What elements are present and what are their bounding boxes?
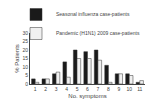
svg-text:30: 30 — [22, 30, 28, 36]
svg-text:15: 15 — [22, 55, 28, 61]
svg-text:10: 10 — [127, 86, 133, 92]
svg-text:4: 4 — [65, 86, 68, 92]
svg-text:6: 6 — [86, 86, 89, 92]
svg-text:1: 1 — [34, 86, 37, 92]
svg-text:5: 5 — [25, 72, 28, 78]
svg-text:3: 3 — [55, 86, 58, 92]
svg-text:% Patients: % Patients — [14, 44, 20, 73]
svg-text:No. symptoms: No. symptoms — [68, 93, 106, 99]
svg-text:8: 8 — [107, 86, 110, 92]
svg-text:11: 11 — [137, 86, 142, 92]
svg-text:Seasonal influenza case-patien: Seasonal influenza case-patients — [56, 11, 130, 17]
svg-text:9: 9 — [117, 86, 120, 92]
svg-text:10: 10 — [22, 64, 28, 70]
svg-text:Pandemic (H1N1) 2009 case-pati: Pandemic (H1N1) 2009 case-patients — [56, 30, 140, 36]
svg-text:2: 2 — [44, 86, 47, 92]
svg-text:7: 7 — [97, 86, 100, 92]
svg-text:5: 5 — [76, 86, 79, 92]
svg-text:25: 25 — [22, 38, 28, 44]
svg-text:0: 0 — [25, 81, 28, 87]
svg-text:20: 20 — [22, 47, 28, 53]
